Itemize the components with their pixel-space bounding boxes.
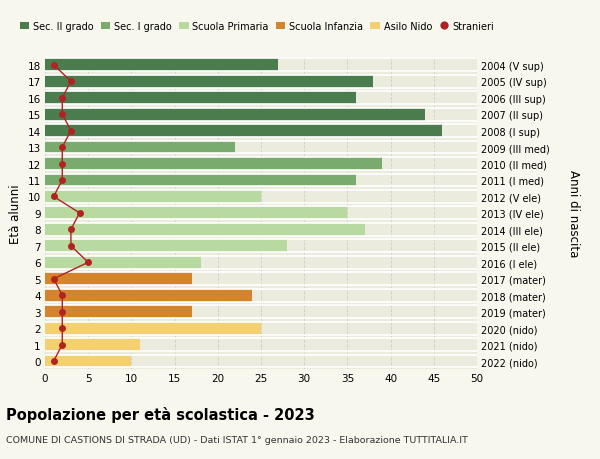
Y-axis label: Età alunni: Età alunni [9, 184, 22, 243]
Bar [45, 125, 442, 138]
Bar [45, 224, 365, 236]
Bar [45, 322, 261, 335]
Bar [45, 59, 278, 72]
Bar [45, 240, 287, 253]
Text: COMUNE DI CASTIONS DI STRADA (UD) - Dati ISTAT 1° gennaio 2023 - Elaborazione TU: COMUNE DI CASTIONS DI STRADA (UD) - Dati… [6, 435, 468, 444]
Text: Popolazione per età scolastica - 2023: Popolazione per età scolastica - 2023 [6, 406, 315, 422]
Bar [45, 338, 140, 351]
Bar [45, 289, 253, 302]
Legend: Sec. II grado, Sec. I grado, Scuola Primaria, Scuola Infanzia, Asilo Nido, Stran: Sec. II grado, Sec. I grado, Scuola Prim… [20, 22, 494, 32]
Bar [45, 141, 235, 154]
Bar [45, 158, 382, 171]
Bar [45, 207, 347, 220]
Bar [45, 108, 425, 121]
Y-axis label: Anni di nascita: Anni di nascita [566, 170, 580, 257]
Bar [45, 190, 261, 203]
Bar [45, 92, 356, 105]
Bar [45, 306, 192, 319]
Bar [45, 256, 200, 269]
Bar [45, 76, 373, 89]
Bar [45, 355, 131, 368]
Bar [45, 174, 356, 187]
Bar [45, 273, 192, 285]
